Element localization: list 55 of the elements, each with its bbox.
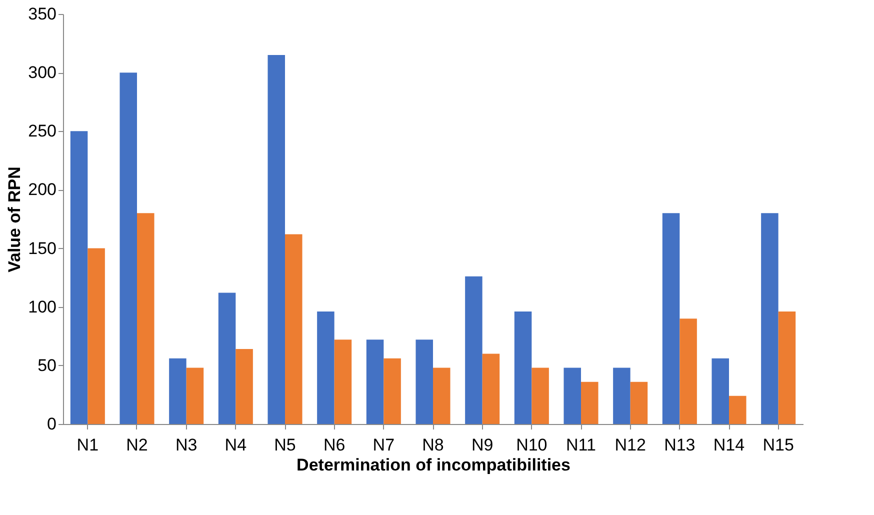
bar <box>88 248 105 424</box>
y-tick-label: 350 <box>28 4 56 24</box>
y-tick-label: 100 <box>28 297 56 316</box>
bar <box>186 368 204 424</box>
bar <box>218 292 236 424</box>
bar <box>120 72 137 424</box>
x-tick-label: N10 <box>516 436 548 454</box>
bar <box>532 368 549 424</box>
x-tick-label: N15 <box>762 436 794 454</box>
bar <box>317 312 334 424</box>
bar <box>564 368 581 424</box>
x-tick-label: N8 <box>422 436 444 454</box>
bar <box>366 340 384 424</box>
bar <box>70 131 88 424</box>
bar <box>236 349 253 424</box>
x-tick-label: N7 <box>372 436 395 454</box>
x-tick-label: N5 <box>274 436 296 454</box>
x-axis-title: Determination of incompatibilities <box>296 456 570 474</box>
y-tick-label: 300 <box>28 63 56 82</box>
bar <box>712 358 729 424</box>
bar <box>169 358 186 424</box>
y-tick-label: 50 <box>38 356 56 375</box>
bar <box>384 358 401 424</box>
bar <box>581 382 598 424</box>
bar <box>465 276 482 424</box>
x-tick-label: N13 <box>664 436 696 454</box>
y-tick-label: 150 <box>28 238 56 258</box>
bar <box>630 382 648 424</box>
bar <box>137 213 154 424</box>
bar <box>662 213 680 424</box>
y-tick-label: 0 <box>47 414 56 434</box>
bar <box>778 312 796 424</box>
bar <box>416 340 433 424</box>
bar <box>729 396 746 424</box>
bar <box>482 354 500 424</box>
y-tick-label: 200 <box>28 180 56 200</box>
x-tick-label: N14 <box>713 436 745 454</box>
x-tick-label: N1 <box>76 436 99 454</box>
bar <box>433 368 450 424</box>
x-tick-label: N11 <box>566 436 596 454</box>
x-tick-label: N6 <box>323 436 346 454</box>
bar <box>613 368 630 424</box>
y-axis-title: Value of RPN <box>5 166 24 272</box>
x-tick-label: N3 <box>175 436 198 454</box>
y-tick-label: 250 <box>28 122 56 141</box>
x-tick-label: N2 <box>126 436 148 454</box>
x-tick-label: N4 <box>224 436 247 454</box>
x-tick-label: N9 <box>471 436 494 454</box>
bar <box>514 312 532 424</box>
bar <box>334 340 352 424</box>
bar <box>285 234 302 424</box>
bar <box>268 55 285 424</box>
x-tick-label: N12 <box>614 436 646 454</box>
bar <box>761 213 778 424</box>
bar <box>680 318 697 424</box>
